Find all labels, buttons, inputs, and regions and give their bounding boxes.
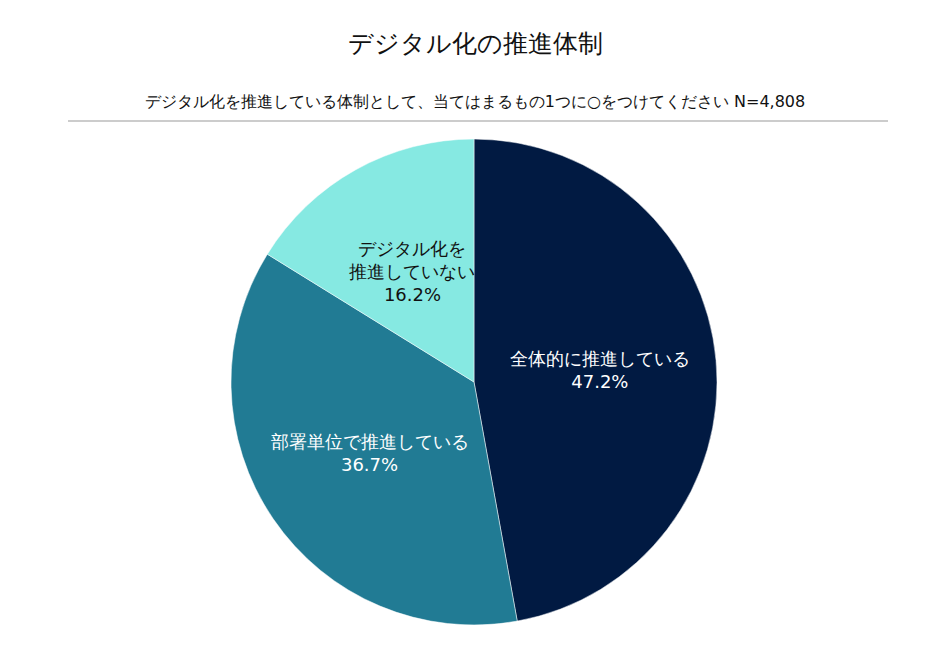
- separator: [68, 121, 888, 122]
- title: デジタル化の推進体制: [348, 29, 603, 58]
- labels: 全体的に推進している47.2% 部署単位で推進している36.7% デジタル化を推進し…: [271, 238, 690, 475]
- value-label: 47.2%: [571, 371, 628, 392]
- slice-label: デジタル化を推進していない: [349, 238, 475, 282]
- slice-label: 全体的に推進している: [510, 348, 690, 369]
- slices: [231, 139, 717, 625]
- value-label: 16.2%: [384, 284, 441, 305]
- pie-slice: [474, 139, 717, 621]
- subtitle: デジタル化を推進している体制として、当てはまるもの1つに○をつけてください N=…: [145, 92, 805, 111]
- chart: デジタル化の推進体制デジタル化を推進している体制として、当てはまるもの1つに○を…: [0, 0, 950, 650]
- value-label: 36.7%: [341, 454, 398, 475]
- slice-label: 部署単位で推進している: [271, 431, 469, 452]
